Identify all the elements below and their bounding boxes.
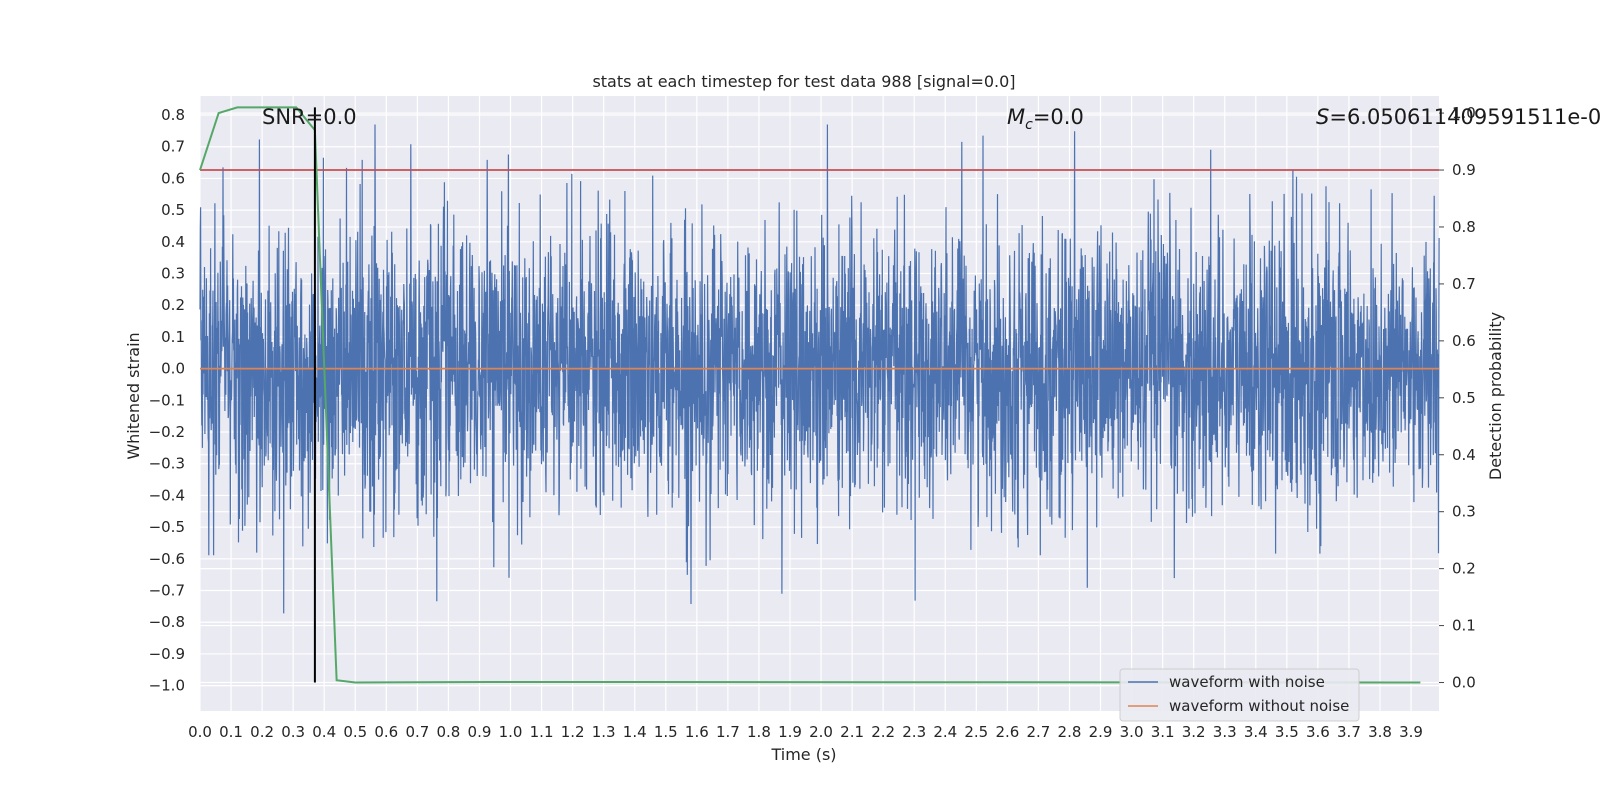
chart-title: stats at each timestep for test data 988…	[592, 72, 1015, 91]
x-tick-label: 0.6	[374, 723, 398, 741]
x-tick-label: 2.8	[1058, 723, 1082, 741]
y-tick-label: 0.8	[161, 106, 185, 124]
y-tick-label: −0.6	[149, 550, 185, 568]
y-tick-label: 0.0	[161, 360, 185, 378]
y2-tick-label: 0.4	[1452, 446, 1476, 464]
y-tick-label: 0.6	[161, 169, 185, 187]
x-tick-label: 3.8	[1368, 723, 1392, 741]
y-tick-label: 0.3	[161, 265, 185, 283]
y2-tick-label: 0.8	[1452, 218, 1476, 236]
x-tick-label: 2.1	[840, 723, 864, 741]
x-tick-label: 1.2	[561, 723, 585, 741]
y-tick-label: 0.1	[161, 328, 185, 346]
x-tick-label: 0.9	[468, 723, 492, 741]
y-tick-label: −0.2	[149, 423, 185, 441]
y-tick-label: −0.5	[149, 518, 185, 536]
x-tick-label: 1.7	[716, 723, 740, 741]
x-tick-label: 1.8	[747, 723, 771, 741]
snr-annotation: SNR=0.0	[262, 105, 357, 129]
y2-tick-label: 0.2	[1452, 560, 1476, 578]
y-tick-labels: 0.8 0.7 0.6 0.5 0.4 0.3 0.2 0.1 0.0 −0.1 −0.2 −0.3 −…	[149, 106, 185, 695]
y2-tick-label: 0.1	[1452, 617, 1476, 635]
x-tick-label: 2.6	[995, 723, 1019, 741]
y2-tick-labels: 1.0 0.9 0.8 0.7 0.6 0.5 0.4 0.3 0.2 0.1 0.0	[1439, 104, 1476, 692]
x-tick-label: 3.6	[1306, 723, 1330, 741]
y2-tick-label: 0.7	[1452, 275, 1476, 293]
x-tick-label: 2.4	[933, 723, 957, 741]
x-tick-label: 0.0	[188, 723, 212, 741]
x-tick-label: 3.1	[1151, 723, 1175, 741]
series-waveform-with-noise	[199, 124, 1440, 614]
y-tick-label: −0.3	[149, 455, 185, 473]
x-tick-label: 0.2	[250, 723, 274, 741]
y-tick-label: 0.2	[161, 296, 185, 314]
y-axis-label: Whitened strain	[124, 332, 143, 459]
x-tick-label: 2.2	[871, 723, 895, 741]
x-tick-label: 3.3	[1213, 723, 1237, 741]
y-tick-label: −0.8	[149, 613, 185, 631]
x-tick-label: 3.7	[1337, 723, 1361, 741]
y-tick-label: 0.5	[161, 201, 185, 219]
x-tick-label: 1.6	[685, 723, 709, 741]
y2-tick-label: 0.3	[1452, 503, 1476, 521]
x-tick-label: 0.5	[343, 723, 367, 741]
x-tick-label: 1.9	[778, 723, 802, 741]
x-tick-label: 3.9	[1399, 723, 1423, 741]
y-tick-label: −0.7	[149, 582, 185, 600]
y2-tick-label: 0.5	[1452, 389, 1476, 407]
x-tick-label: 2.0	[809, 723, 833, 741]
x-tick-label: 2.3	[902, 723, 926, 741]
x-tick-label: 1.4	[623, 723, 647, 741]
x-tick-label: 2.9	[1089, 723, 1113, 741]
x-tick-label: 1.1	[530, 723, 554, 741]
x-tick-label: 2.7	[1026, 723, 1050, 741]
chirp-mass-annotation: Mc=0.0	[1007, 105, 1084, 133]
series-layer	[199, 106, 1440, 684]
x-tick-label: 3.4	[1244, 723, 1268, 741]
x-tick-label: 2.5	[964, 723, 988, 741]
x-tick-label: 0.1	[219, 723, 243, 741]
x-tick-label: 3.5	[1275, 723, 1299, 741]
x-tick-label: 0.4	[312, 723, 336, 741]
s-annotation: S=6.050611409591511e-0	[1316, 105, 1600, 129]
x-tick-label: 1.0	[499, 723, 523, 741]
y-tick-label: −0.4	[149, 486, 185, 504]
y2-axis-label: Detection probability	[1486, 312, 1505, 480]
x-tick-label: 0.3	[281, 723, 305, 741]
x-axis-label: Time (s)	[770, 745, 836, 764]
legend-label-clean: waveform without noise	[1169, 697, 1349, 715]
y-tick-label: −0.9	[149, 645, 185, 663]
legend: waveform with noise waveform without noi…	[1119, 668, 1360, 722]
y2-tick-label: 0.6	[1452, 332, 1476, 350]
y2-tick-label: 1.0	[1452, 104, 1476, 122]
legend-label-noise: waveform with noise	[1169, 673, 1325, 691]
x-tick-label: 1.5	[654, 723, 678, 741]
y-tick-label: 0.7	[161, 138, 185, 156]
x-tick-label: 0.8	[436, 723, 460, 741]
y2-tick-label: 0.9	[1452, 161, 1476, 179]
y2-tick-label: 0.0	[1452, 674, 1476, 692]
y-tick-label: −0.1	[149, 391, 185, 409]
x-tick-label: 3.0	[1120, 723, 1144, 741]
y-tick-label: −1.0	[149, 677, 185, 695]
series-detection-probability	[199, 106, 1421, 684]
x-tick-label: 3.2	[1182, 723, 1206, 741]
x-tick-label: 0.7	[405, 723, 429, 741]
y-tick-label: 0.4	[161, 233, 185, 251]
legend-box	[1119, 668, 1360, 722]
x-tick-label: 1.3	[592, 723, 616, 741]
x-tick-labels: 0.0 0.1 0.2 0.3 0.4 0.5 0.6 0.7 0.8 0.9 1.0 1.1 1.2 1…	[188, 723, 1423, 741]
